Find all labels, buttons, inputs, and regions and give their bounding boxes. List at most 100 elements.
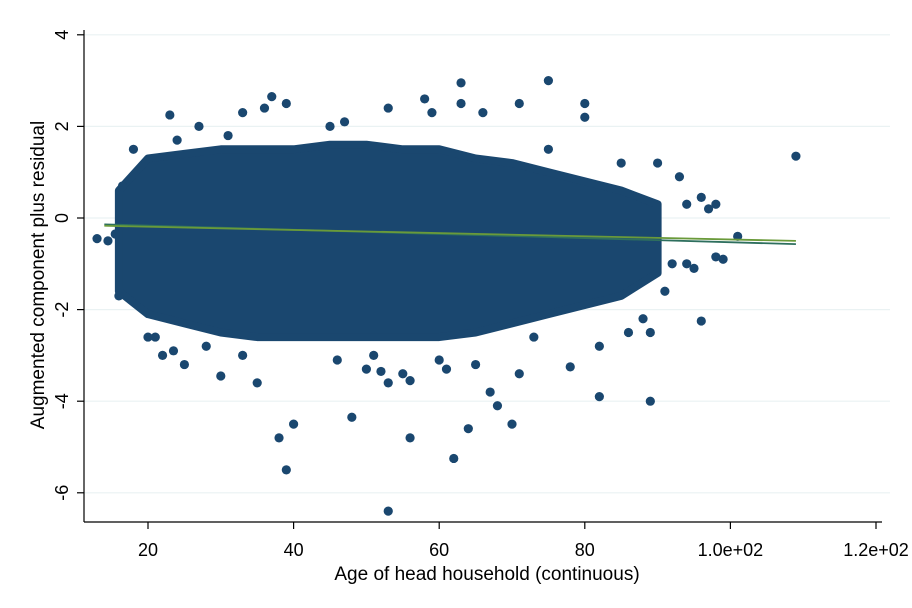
data-point xyxy=(281,465,291,475)
data-point xyxy=(347,412,357,422)
data-point xyxy=(383,506,393,516)
data-point xyxy=(128,144,139,154)
data-point xyxy=(689,263,699,273)
x-axis-label: Age of head household (continuous) xyxy=(334,564,639,585)
x-tick-label: 1.2e+02 xyxy=(843,540,909,560)
data-point xyxy=(674,172,685,182)
data-point xyxy=(733,231,743,241)
x-tick-label: 60 xyxy=(429,540,449,560)
data-point xyxy=(645,396,655,406)
data-point xyxy=(398,369,408,379)
data-point xyxy=(703,204,714,214)
data-point xyxy=(92,234,102,244)
data-point xyxy=(594,392,604,402)
data-point xyxy=(103,236,113,246)
data-point xyxy=(718,254,728,264)
data-point xyxy=(514,369,524,379)
data-point xyxy=(478,108,488,118)
axis-ticks: -6 -4 -2 0 2 4 20 40 60 80 1.0e+02 1.2e+02 xyxy=(52,30,909,560)
data-point xyxy=(259,103,270,113)
x-tick-label: 40 xyxy=(284,540,304,560)
data-point xyxy=(660,286,670,296)
data-point xyxy=(623,327,634,338)
data-point xyxy=(383,378,393,388)
data-point xyxy=(114,291,124,301)
y-tick-label: 2 xyxy=(52,121,72,131)
data-point xyxy=(696,316,706,326)
data-point xyxy=(616,158,626,168)
data-point xyxy=(565,362,575,372)
data-point xyxy=(638,314,648,324)
data-point xyxy=(543,76,554,86)
data-point xyxy=(179,359,189,370)
data-point xyxy=(420,94,430,104)
data-point xyxy=(238,350,248,360)
y-tick-label: 4 xyxy=(52,30,72,40)
data-point xyxy=(274,433,284,443)
data-point xyxy=(383,103,393,113)
x-tick-label: 20 xyxy=(138,540,158,560)
data-point xyxy=(238,108,248,118)
data-point xyxy=(369,350,379,360)
scatter-points xyxy=(92,76,801,516)
data-point xyxy=(194,121,204,131)
data-point xyxy=(682,199,692,209)
data-point xyxy=(201,341,211,351)
data-point xyxy=(791,151,801,161)
data-point xyxy=(485,387,495,397)
data-point xyxy=(168,346,179,356)
smooth-fit-line xyxy=(104,224,796,242)
data-point xyxy=(339,117,350,127)
y-tick-label: -6 xyxy=(52,485,72,501)
data-point xyxy=(653,158,663,168)
point-cloud xyxy=(114,140,662,342)
data-point xyxy=(157,350,168,360)
data-point xyxy=(252,378,262,388)
data-point xyxy=(645,327,655,338)
data-point xyxy=(471,359,481,370)
data-point xyxy=(223,130,233,141)
data-point xyxy=(150,332,160,342)
data-point xyxy=(456,98,466,109)
data-point xyxy=(463,424,473,434)
data-point xyxy=(580,98,590,109)
data-point xyxy=(289,419,299,429)
scatter-cloud xyxy=(114,140,662,342)
data-point xyxy=(172,135,182,145)
data-point xyxy=(456,78,466,88)
data-point xyxy=(405,375,415,386)
y-tick-label: 0 xyxy=(52,213,72,223)
data-point xyxy=(281,98,291,109)
data-point xyxy=(529,332,539,342)
data-point xyxy=(594,341,604,351)
data-point xyxy=(682,259,692,269)
data-point xyxy=(165,110,175,120)
data-point xyxy=(376,366,386,377)
x-tick-label: 1.0e+02 xyxy=(698,540,764,560)
data-point xyxy=(434,355,444,365)
data-point xyxy=(325,121,335,131)
data-point xyxy=(143,332,153,342)
data-point xyxy=(543,144,554,154)
data-point xyxy=(667,259,677,269)
data-point xyxy=(427,108,437,118)
data-point xyxy=(110,229,120,239)
y-tick-label: -4 xyxy=(52,393,72,409)
data-point xyxy=(514,98,524,109)
data-point xyxy=(492,401,503,411)
data-point xyxy=(332,355,342,365)
data-point xyxy=(507,419,517,429)
data-point xyxy=(117,181,128,191)
data-point xyxy=(441,364,452,374)
data-point xyxy=(696,192,706,202)
data-point xyxy=(580,112,590,122)
y-axis-label: Augmented component plus residual xyxy=(28,121,49,429)
x-tick-label: 80 xyxy=(575,540,595,560)
data-point xyxy=(361,364,371,374)
data-point xyxy=(405,433,415,443)
y-tick-label: -2 xyxy=(52,302,72,318)
axes xyxy=(83,30,882,523)
data-point xyxy=(216,371,226,381)
data-point xyxy=(267,92,277,102)
